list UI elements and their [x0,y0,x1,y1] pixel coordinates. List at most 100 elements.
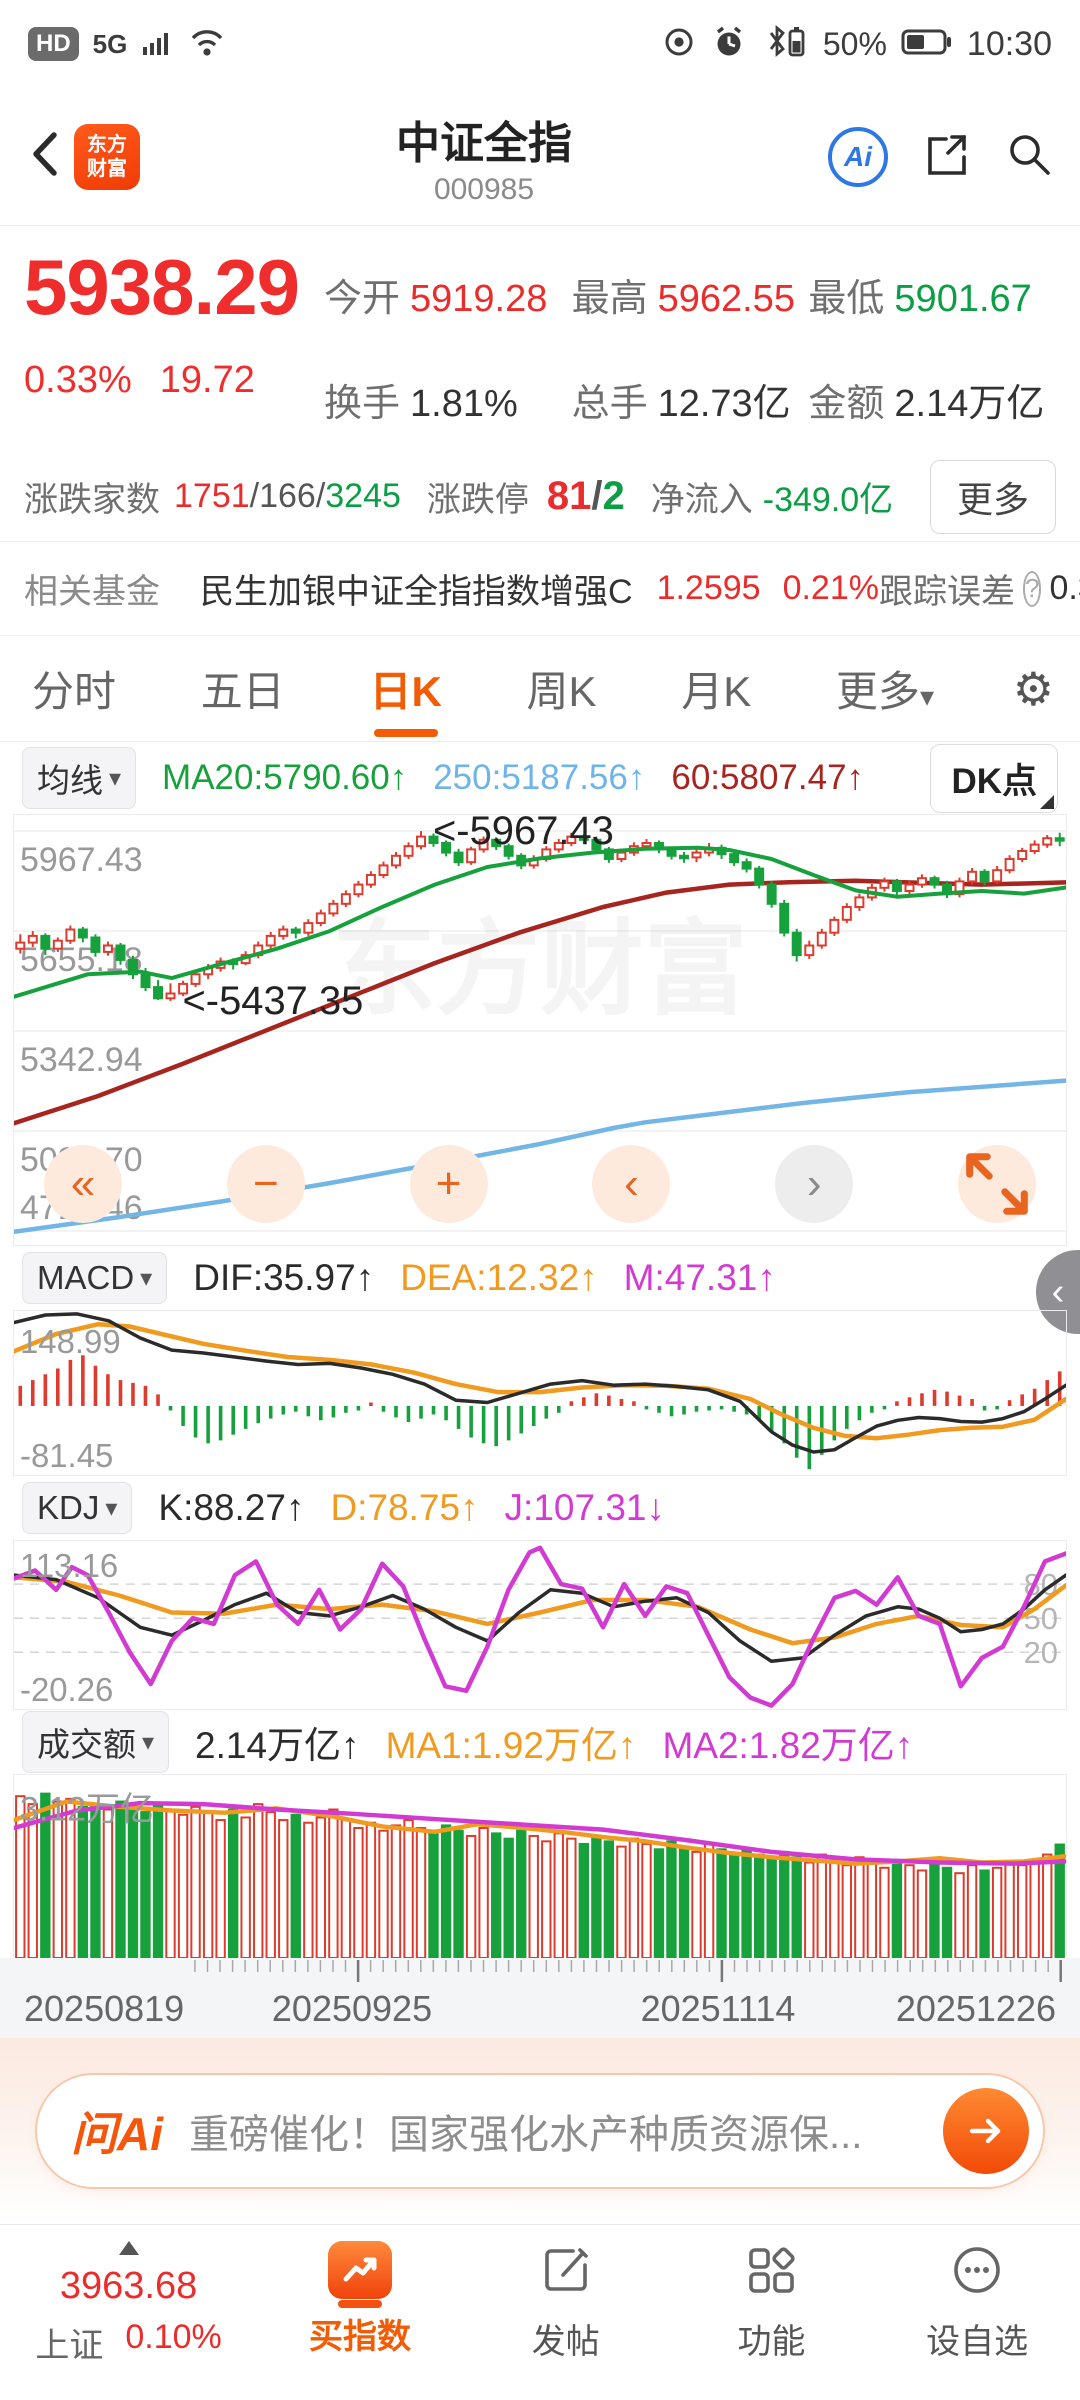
watchlist-dots-icon [948,2241,1006,2304]
macd-m-value: M:47.31↑ [623,1257,776,1298]
chart-controls: « − + ‹ › [14,1145,1066,1223]
index-code: 000985 [433,172,535,206]
chart-tab-bar: 分时 五日 日K 周K 月K 更多▾ ⚙ [0,636,1080,742]
tab-monthly-k[interactable]: 月K [681,668,752,715]
nav-buy-index[interactable]: 买指数 [257,2235,463,2400]
search-icon[interactable] [1002,127,1056,186]
svg-text:-81.45: -81.45 [20,1437,113,1474]
battery-icon [901,27,953,62]
tab-daily-k[interactable]: 日K [363,640,447,737]
d-value: D:78.75↑ [330,1487,479,1528]
nav-index-quote[interactable]: 3963.68 上证 0.10% [0,2235,257,2400]
status-bar: HD 5G 50% 10:30 [0,0,1080,88]
pan-left-button[interactable]: ‹ [592,1145,671,1223]
ma-selector-button[interactable]: 均线 ▾ [22,747,137,809]
nav-functions[interactable]: 功能 [669,2235,875,2400]
low-label: 最低 [808,278,885,320]
more-button[interactable]: 更多 [929,459,1056,534]
network-type-label: 5G [92,28,128,59]
nav-watchlist-label: 设自选 [926,2323,1029,2361]
svg-text:<-5967.43: <-5967.43 [433,815,614,853]
dk-point-button[interactable]: DK点 [930,743,1058,813]
volume-label: 总手 [571,383,648,425]
hd-badge: HD [28,27,79,61]
fund-name: 民生加银中证全指指数增强C [200,573,633,611]
svg-text:5342.94: 5342.94 [20,1041,143,1079]
eastmoney-logo[interactable]: 东方 财富 [74,123,140,190]
net-inflow-label: 净流入 [650,481,753,519]
volume-value: 12.73亿 [657,383,791,425]
ask-ai-banner[interactable]: 问Ai 重磅催化！国家强化水产种质资源保... [35,2073,1045,2189]
limit-down-count: 2 [602,474,625,518]
x-date-2: 20250925 [271,1988,433,2029]
svg-text:113.16: 113.16 [20,1547,118,1584]
amount-label: 金额 [808,383,885,425]
up-triangle-icon [118,2241,139,2255]
kdj-chart[interactable]: 80 50 20 113.16 -20.26 [13,1540,1067,1710]
volume-legend-bar: 成交额 ▾ 2.14万亿↑ MA1:1.92万亿↑ MA2:1.82万亿↑ [0,1710,1080,1774]
change-percent: 0.33% [24,359,132,401]
kline-chart[interactable]: 5967.435655.185342.945030.704718.46东方财富<… [13,814,1067,1246]
low-value: 5901.67 [894,278,1032,320]
shanghai-index-value: 3963.68 [59,2265,198,2307]
fullscreen-button[interactable] [957,1145,1036,1223]
x-date-4: 20251226 [895,1988,1056,2029]
ai-go-button[interactable] [943,2088,1029,2174]
bottom-nav: 3963.68 上证 0.10% 买指数 发帖 功能 [0,2224,1080,2400]
svg-text:<-5437.35: <-5437.35 [182,979,363,1023]
vol-ma1-value: MA1:1.92万亿↑ [385,1725,637,1766]
signal-bars-icon [141,25,175,64]
x-axis-strip: 20250819 20250925 20251114 20251226 [0,1958,1080,2038]
kdj-selector-button[interactable]: KDJ ▾ [22,1482,133,1534]
ma250-value: 250:5187.56↑ [433,758,646,797]
functions-grid-icon [742,2241,800,2304]
shanghai-index-pct: 0.10% [125,2318,222,2356]
ai-banner-text: 重磅催化！国家强化水产种质资源保... [189,2113,863,2157]
ask-ai-logo: 问Ai [71,2108,163,2160]
rewind-button[interactable]: « [44,1145,122,1223]
tracking-error-value: 0.32% [1049,569,1080,607]
gear-icon[interactable]: ⚙ [1012,661,1054,716]
ai-assistant-icon[interactable]: Ai [828,126,888,187]
macd-selector-button[interactable]: MACD ▾ [22,1252,168,1304]
ma-legend-bar: 均线 ▾ MA20:5790.60↑ 250:5187.56↑ 60:5807.4… [0,742,1080,814]
x-date-1: 20250819 [24,1988,185,2029]
flat-count: /166/ [249,477,326,515]
macd-chart[interactable]: 148.99 -81.45 [13,1310,1067,1476]
buy-index-icon [328,2241,392,2308]
tab-five-day[interactable]: 五日 [200,668,285,715]
x-axis-ticks [194,1960,1062,1982]
market-breadth-row: 涨跌家数 1751 /166/ 3245 涨跌停 81 / 2 净流入 -349… [0,452,1080,542]
caret-down-icon: ▾ [105,1494,118,1522]
dea-value: DEA:12.32↑ [400,1257,598,1298]
related-fund-row[interactable]: 相关基金 民生加银中证全指指数增强C 1.2595 0.21% 跟踪误差 ? 0… [0,542,1080,636]
share-icon[interactable] [918,127,972,186]
svg-text:3.12万亿: 3.12万亿 [20,1791,154,1829]
back-icon[interactable] [24,127,68,186]
high-label: 最高 [571,278,648,320]
volume-chart[interactable]: 3.12万亿 [13,1774,1067,1958]
nav-watchlist[interactable]: 设自选 [874,2235,1080,2400]
pan-right-button[interactable]: › [775,1145,854,1223]
nav-post[interactable]: 发帖 [463,2235,669,2400]
ai-banner-section: 问Ai 重磅催化！国家强化水产种质资源保... [0,2038,1080,2224]
svg-text:5967.43: 5967.43 [20,841,143,879]
help-icon[interactable]: ? [1022,570,1042,607]
ma60-value: 60:5807.47↑ [671,758,865,797]
amount-value: 2.14万亿 [894,383,1045,425]
turnover-label: 换手 [324,383,401,425]
battery-percent: 50% [822,25,887,62]
zoom-out-button[interactable]: − [226,1145,305,1223]
tab-minute[interactable]: 分时 [32,668,117,715]
vol-ma2-value: MA2:1.82万亿↑ [662,1725,914,1766]
zoom-in-button[interactable]: + [409,1145,488,1223]
caret-down-icon: ▾ [109,764,122,792]
volume-canvas: 3.12万亿 [14,1791,1066,1958]
turnover-value: 1.81% [410,383,518,425]
tab-weekly-k[interactable]: 周K [526,668,597,715]
tab-more[interactable]: 更多▾ [835,668,934,715]
volume-selector-button[interactable]: 成交额 ▾ [22,1711,170,1773]
wifi-icon [189,25,229,64]
